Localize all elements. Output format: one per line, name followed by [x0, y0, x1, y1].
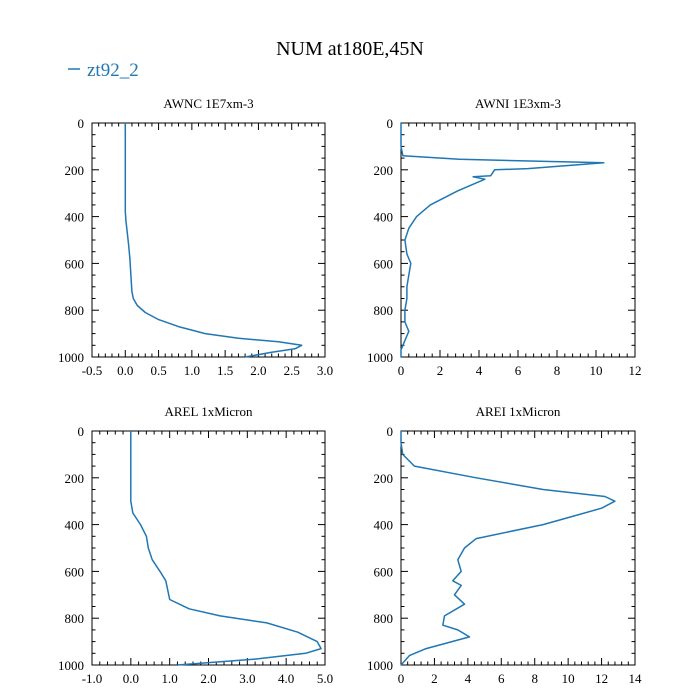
y-tick-label: 800 — [374, 611, 394, 626]
y-tick-label: 600 — [374, 256, 394, 271]
x-tick-label: 0.5 — [150, 363, 166, 378]
y-tick-label: 1000 — [58, 350, 84, 365]
y-tick-label: 1000 — [58, 658, 84, 673]
y-tick-label: 1000 — [367, 350, 393, 365]
y-tick-label: 200 — [374, 163, 394, 178]
subplot-title: AREL 1xMicron — [165, 404, 253, 419]
y-tick-label: 400 — [374, 210, 394, 225]
x-tick-label: -1.0 — [82, 671, 103, 686]
x-tick-label: 6 — [515, 363, 522, 378]
x-tick-label: 10 — [590, 363, 603, 378]
x-tick-label: 2.0 — [250, 363, 266, 378]
y-tick-label: 0 — [78, 424, 85, 439]
y-tick-label: 400 — [65, 518, 85, 533]
y-tick-label: 800 — [374, 303, 394, 318]
series-line — [124, 123, 303, 358]
subplot-grid: AWNC 1E7xm-3-0.5 0.0 0.5 1.0 1.5 2.0 2.5 3.0020… — [58, 96, 642, 686]
y-tick-label: 0 — [78, 116, 85, 131]
x-tick-label: -0.5 — [82, 363, 103, 378]
x-tick-label: 1.0 — [184, 363, 200, 378]
series-line — [400, 431, 616, 666]
figure-title: NUM at180E,45N — [276, 38, 424, 60]
series-line — [130, 431, 322, 666]
x-tick-label: 8 — [554, 363, 561, 378]
x-tick-label: 2 — [431, 671, 438, 686]
y-tick-label: 0 — [387, 424, 394, 439]
x-tick-label: 2 — [437, 363, 444, 378]
y-tick-label: 200 — [65, 471, 85, 486]
x-tick-label: 4.0 — [278, 671, 294, 686]
subplot-title: AREI 1xMicron — [476, 404, 561, 419]
y-tick-label: 400 — [65, 210, 85, 225]
y-tick-label: 600 — [374, 564, 394, 579]
x-tick-label: 12 — [629, 363, 642, 378]
y-tick-label: 0 — [387, 116, 394, 131]
x-tick-label: 4 — [465, 671, 472, 686]
legend: zt92_2 — [68, 60, 139, 81]
y-tick-label: 800 — [65, 611, 85, 626]
subplot-3: AREL 1xMicron -1.0 0.0 1.0 2.0 3.0 4.0 5.0 0 200 4… — [58, 404, 333, 686]
series-line — [400, 123, 605, 357]
x-tick-label: 10 — [562, 671, 575, 686]
y-tick-label: 800 — [65, 303, 85, 318]
y-tick-label: 200 — [374, 471, 394, 486]
y-tick-label: 600 — [65, 564, 85, 579]
subplot-4: AREI 1xMicron 0 2 4 6 8 10 12 14 0 200 400 600 800 100… — [367, 404, 642, 686]
x-tick-label: 0 — [398, 671, 405, 686]
y-tick-label: 200 — [65, 163, 85, 178]
x-tick-label: 3.0 — [317, 363, 333, 378]
plot-frame — [91, 122, 326, 358]
y-tick-label: 1000 — [367, 658, 393, 673]
x-tick-label: 6 — [498, 671, 505, 686]
x-tick-label: 5.0 — [317, 671, 333, 686]
x-tick-label: 0.0 — [123, 671, 139, 686]
subplot-2: AWNI 1E3xm-3 0 2 4 6 8 10 12 0 200 400 600 800 1000 — [367, 96, 642, 378]
x-tick-label: 4 — [476, 363, 483, 378]
y-tick-label: 400 — [374, 518, 394, 533]
plot-frame — [400, 430, 636, 666]
x-tick-label: 12 — [595, 671, 608, 686]
legend-label: zt92_2 — [87, 60, 139, 81]
x-tick-label: 1.0 — [162, 671, 178, 686]
x-tick-label: 14 — [629, 671, 643, 686]
subplot-title: AWNC 1E7xm-3 — [163, 96, 253, 111]
x-tick-label: 2.5 — [284, 363, 300, 378]
x-tick-label: 0.0 — [117, 363, 133, 378]
x-tick-label: 0 — [398, 363, 405, 378]
subplot-title: AWNI 1E3xm-3 — [475, 96, 561, 111]
x-tick-label: 8 — [531, 671, 538, 686]
subplot-1: AWNC 1E7xm-3 -0.5 0.0 0.5 1.0 1.5 2.0 2.5 3.0 0 20… — [58, 96, 333, 378]
x-tick-label: 3.0 — [239, 671, 255, 686]
y-tick-label: 600 — [65, 256, 85, 271]
x-tick-label: 1.5 — [217, 363, 233, 378]
x-tick-label: 2.0 — [200, 671, 216, 686]
